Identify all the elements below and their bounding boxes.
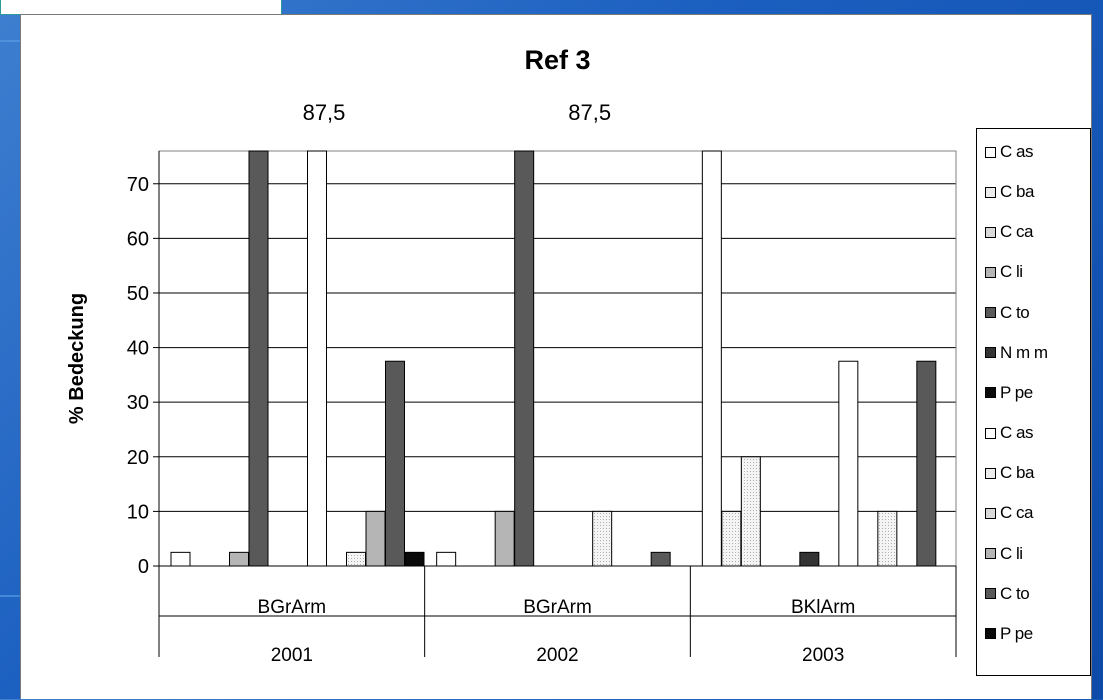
chart-legend: C as C ba C ca C li C to N m m P pe C as C ba C c… — [976, 128, 1091, 676]
y-tick-label: 50 — [127, 283, 149, 305]
legend-swatch — [985, 467, 996, 479]
legend-label: C ba — [1000, 182, 1034, 202]
legend-swatch — [985, 628, 996, 640]
legend-label: C ca — [1000, 222, 1033, 242]
legend-item: C li — [985, 544, 1023, 564]
bar — [740, 456, 761, 567]
x-site-label: BKlArm — [791, 597, 855, 618]
legend-item: C ca — [985, 503, 1033, 523]
legend-item: C as — [985, 142, 1033, 162]
legend-swatch — [985, 387, 996, 399]
chart-panel: Ref 3 % Bedeckung 0 10 20 30 40 50 60 70 87,5 87,5 B… — [20, 14, 1092, 699]
legend-swatch — [985, 266, 996, 278]
legend-item: C to — [985, 583, 1030, 604]
legend-swatch — [985, 588, 996, 600]
legend-item: C ca — [985, 222, 1033, 242]
legend-item: N m m — [985, 343, 1048, 363]
clipped-value-label: 87,5 — [303, 100, 346, 125]
legend-item: C ba — [985, 182, 1034, 202]
x-year-label: 2003 — [802, 645, 844, 666]
legend-label: C ca — [1000, 503, 1033, 523]
bar — [404, 551, 425, 567]
bar — [838, 360, 859, 567]
bar — [229, 551, 249, 567]
bar — [436, 551, 457, 567]
legend-swatch — [985, 507, 996, 519]
bar — [877, 510, 898, 567]
legend-label: C li — [1000, 262, 1023, 282]
legend-swatch — [985, 226, 996, 238]
legend-label: P pe — [1000, 382, 1033, 402]
bar — [650, 551, 671, 567]
bar — [701, 150, 722, 567]
background-line — [0, 40, 20, 42]
legend-item: C as — [985, 423, 1033, 443]
legend-item: C ba — [985, 463, 1034, 483]
background-tab — [0, 0, 282, 15]
bar — [170, 551, 191, 567]
y-tick-label: 60 — [127, 228, 149, 250]
bar — [385, 360, 405, 567]
legend-label: C to — [1000, 583, 1030, 603]
x-year-label: 2001 — [271, 645, 313, 666]
x-site-label: BGrArm — [523, 597, 592, 618]
bar — [592, 510, 613, 567]
y-tick-label: 70 — [127, 174, 149, 196]
bar — [514, 150, 535, 567]
legend-swatch — [985, 307, 996, 319]
legend-swatch — [985, 347, 996, 359]
legend-label: C to — [1000, 302, 1030, 322]
bar — [799, 551, 820, 567]
legend-swatch — [985, 146, 996, 158]
y-tick-label: 20 — [127, 447, 149, 469]
x-site-label: BGrArm — [258, 597, 327, 618]
plot-area — [158, 150, 957, 567]
legend-label: C as — [1000, 142, 1033, 161]
bar — [494, 510, 515, 567]
legend-swatch — [985, 427, 996, 439]
bar — [248, 150, 269, 567]
legend-label: C ba — [1000, 463, 1034, 483]
legend-label: C as — [1000, 423, 1033, 443]
legend-label: P pe — [1000, 623, 1033, 643]
legend-swatch — [985, 548, 996, 560]
bar — [721, 510, 742, 567]
bar — [365, 510, 386, 567]
chart-title: Ref 3 — [524, 45, 590, 75]
y-axis-label: % Bedeckung — [66, 293, 88, 424]
clipped-value-label: 87,5 — [568, 100, 611, 125]
legend-item: P pe — [985, 624, 1033, 644]
bar — [916, 360, 937, 567]
legend-label: C li — [1000, 543, 1023, 563]
legend-item: C li — [985, 262, 1023, 282]
y-tick-label: 10 — [127, 501, 149, 523]
legend-item: C to — [985, 302, 1030, 323]
background-line — [0, 595, 20, 597]
bar — [346, 551, 366, 567]
legend-item: P pe — [985, 383, 1033, 403]
bar-chart: Ref 3 % Bedeckung 0 10 20 30 40 50 60 70 87,5 87,5 B… — [66, 45, 957, 666]
y-tick-label: 0 — [138, 556, 149, 578]
y-tick-label: 30 — [127, 392, 149, 414]
y-tick-label: 40 — [127, 338, 149, 360]
bar — [307, 150, 327, 567]
legend-swatch — [985, 186, 996, 198]
x-year-label: 2002 — [536, 645, 578, 666]
legend-label: N m m — [1000, 342, 1048, 362]
